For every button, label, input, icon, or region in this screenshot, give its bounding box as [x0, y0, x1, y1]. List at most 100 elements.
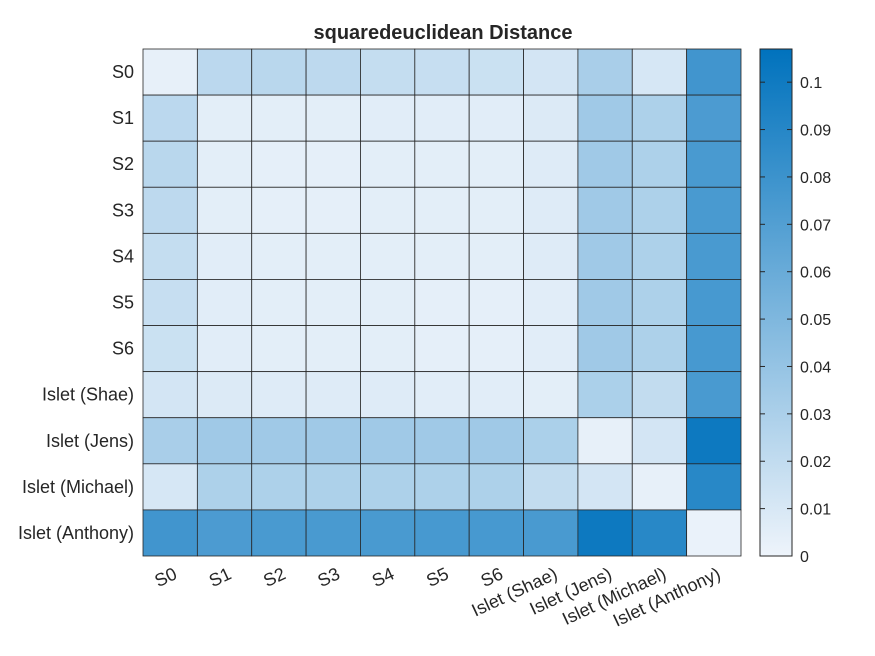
heatmap-cell — [523, 371, 579, 419]
heatmap-cell — [360, 48, 416, 96]
colorbar-tick-label: 0.03 — [800, 407, 831, 424]
heatmap-cell — [142, 509, 198, 557]
row-tick-label: S1 — [112, 108, 134, 128]
heatmap-cell — [142, 371, 198, 419]
column-tick-label: S1 — [206, 563, 234, 590]
column-tick-label: S0 — [151, 563, 179, 590]
chart-title: squaredeuclidean Distance — [314, 22, 573, 44]
heatmap-cell — [523, 140, 579, 188]
heatmap-cell — [468, 509, 524, 557]
heatmap-cell — [468, 463, 524, 511]
heatmap-cell — [196, 140, 253, 188]
column-tick-label: S4 — [369, 563, 397, 590]
colorbar-tick-label: 0.01 — [800, 502, 831, 519]
heatmap-cell — [686, 279, 742, 326]
heatmap-cell — [686, 232, 742, 280]
heatmap-cell — [631, 325, 688, 373]
heatmap-cell — [686, 140, 742, 188]
row-tick-label: S2 — [112, 154, 134, 174]
heatmap-cell — [577, 140, 633, 188]
row-labels: S0 S1 S2 S3 S4 S5 S6 Islet (Shae) Islet (Jens) Is… — [18, 62, 134, 543]
heatmap-cell — [686, 186, 742, 234]
colorbar-tick-label: 0.1 — [800, 75, 822, 92]
heatmap-cell — [360, 279, 416, 326]
heatmap-cell — [468, 232, 524, 280]
heatmap-cell — [577, 279, 633, 326]
heatmap-cell — [468, 140, 524, 188]
heatmap-cell — [196, 417, 253, 465]
heatmap-cell — [468, 417, 524, 465]
colorbar-tick-label: 0.02 — [800, 454, 831, 471]
heatmap-cell — [686, 94, 742, 142]
heatmap-cell — [305, 371, 361, 419]
heatmap-cell — [523, 325, 579, 373]
row-tick-label: Islet (Shae) — [42, 385, 134, 405]
heatmap-cell — [631, 94, 688, 142]
heatmap-cell — [251, 48, 307, 96]
heatmap-cell — [360, 509, 416, 557]
column-tick-label: S2 — [260, 563, 288, 590]
heatmap-cell — [360, 94, 416, 142]
heatmap-cell — [251, 186, 307, 234]
row-tick-label: S6 — [112, 339, 134, 359]
heatmap-cell — [686, 417, 742, 465]
heatmap-cell — [305, 417, 361, 465]
heatmap-cell — [360, 371, 416, 419]
heatmap-cell — [305, 186, 361, 234]
heatmap-cell — [523, 48, 579, 96]
heatmap-cell — [414, 94, 470, 142]
heatmap-cell — [468, 186, 524, 234]
heatmap-cell — [414, 417, 470, 465]
row-tick-label: Islet (Jens) — [46, 431, 134, 451]
heatmap-cell — [468, 371, 524, 419]
heatmap-cell — [196, 325, 253, 373]
colorbar-ticks: 0 0.01 0.02 0.03 0.04 0.05 0.06 0.07 0.08 0.09 0.1 — [760, 75, 831, 566]
heatmap-cell — [251, 140, 307, 188]
heatmap-cell — [468, 94, 524, 142]
heatmap-cell — [577, 186, 633, 234]
heatmap-cell — [251, 325, 307, 373]
heatmap-cell — [305, 325, 361, 373]
heatmap-cell — [414, 48, 470, 96]
heatmap-cell — [196, 94, 253, 142]
row-tick-label: S0 — [112, 62, 134, 82]
colorbar-tick-label: 0.08 — [800, 170, 831, 187]
heatmap-cell — [577, 94, 633, 142]
heatmap-cell — [142, 232, 198, 280]
heatmap-cell — [523, 463, 579, 511]
heatmap-cell — [305, 232, 361, 280]
heatmap-cell — [251, 94, 307, 142]
heatmap-cell — [523, 186, 579, 234]
heatmap-cell — [414, 279, 470, 326]
heatmap-cell — [631, 371, 688, 419]
heatmap-cell — [414, 186, 470, 234]
heatmap-cell — [631, 463, 688, 511]
heatmap-cell — [251, 232, 307, 280]
heatmap-cell — [305, 463, 361, 511]
heatmap-cell — [523, 94, 579, 142]
heatmap-cell — [360, 186, 416, 234]
heatmap-cell — [686, 509, 742, 557]
column-tick-label: S5 — [423, 563, 451, 590]
heatmap-cell — [142, 94, 198, 142]
heatmap-cell — [142, 279, 198, 326]
column-tick-label: S3 — [315, 563, 343, 590]
heatmap-cell — [577, 417, 633, 465]
heatmap-cell — [305, 140, 361, 188]
colorbar-tick-label: 0 — [800, 549, 809, 566]
heatmap-cell — [414, 140, 470, 188]
heatmap-cell — [523, 509, 579, 557]
heatmap-cell — [305, 279, 361, 326]
heatmap-cell — [523, 279, 579, 326]
heatmap-cell — [360, 232, 416, 280]
heatmap-cell — [251, 279, 307, 326]
heatmap-cell — [631, 417, 688, 465]
heatmap-cell — [305, 48, 361, 96]
heatmap-cell — [414, 463, 470, 511]
colorbar — [759, 48, 793, 557]
heatmap-cell — [577, 48, 633, 96]
row-tick-label: S3 — [112, 200, 134, 220]
heatmap-cell — [468, 325, 524, 373]
heatmap-cell — [305, 509, 361, 557]
heatmap-cell — [414, 371, 470, 419]
